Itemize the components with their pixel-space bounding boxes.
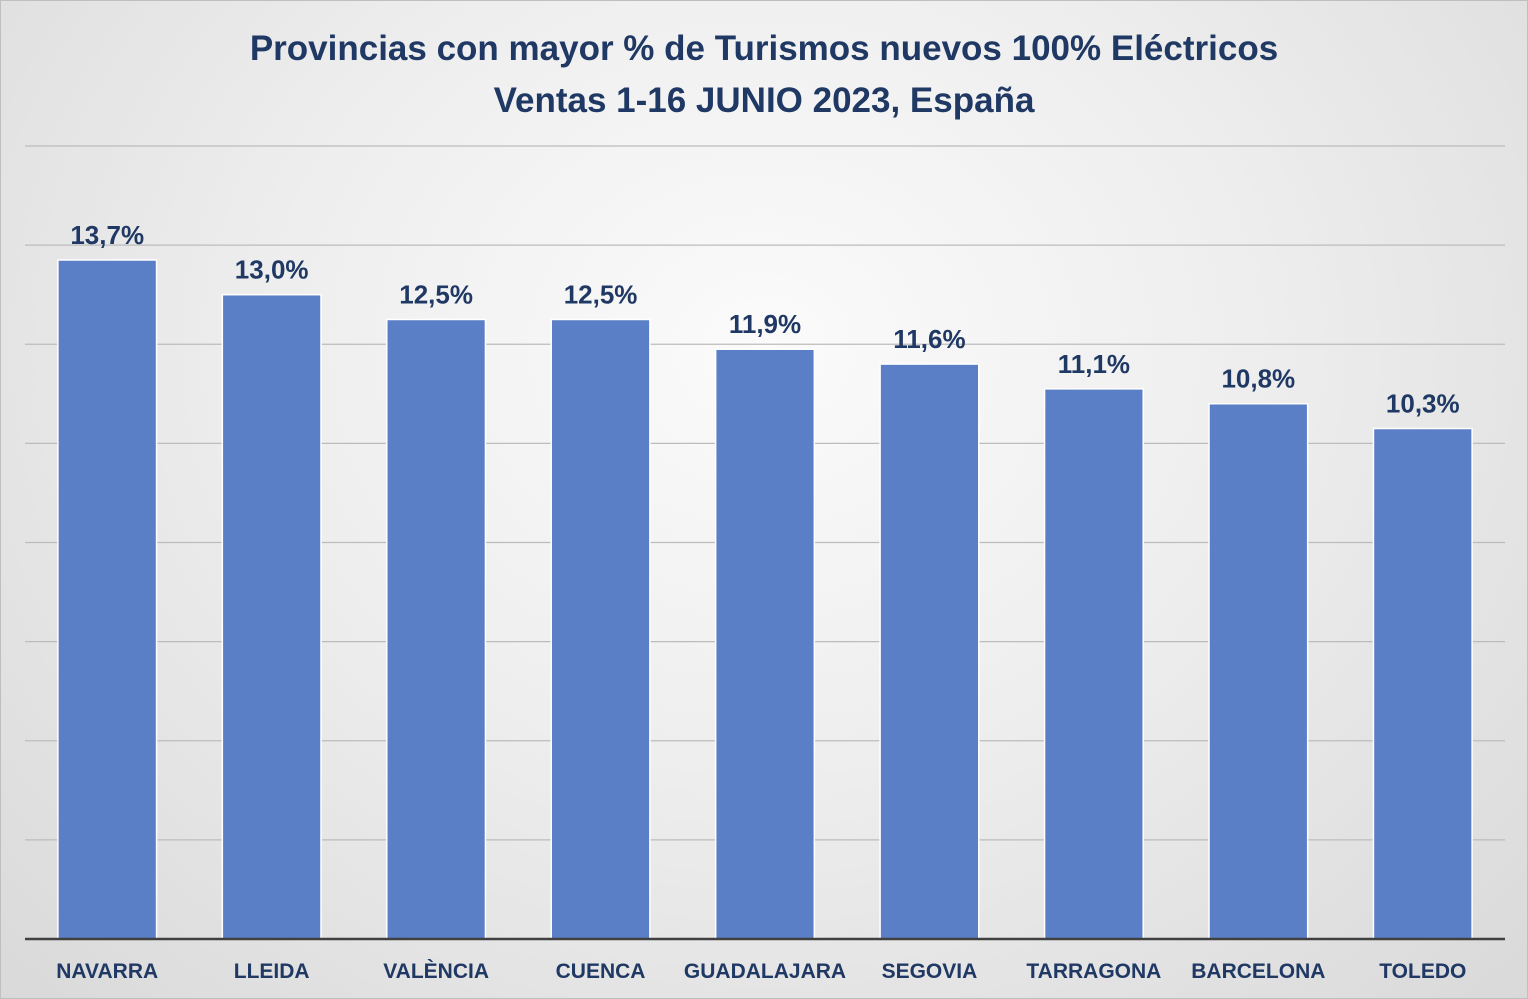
- bar: [550, 318, 651, 940]
- data-label: 12,5%: [399, 279, 473, 309]
- bar: [57, 259, 158, 940]
- bar: [1372, 427, 1473, 940]
- data-label: 10,3%: [1386, 389, 1460, 419]
- data-label: 12,5%: [564, 279, 638, 309]
- bar: [1208, 402, 1309, 940]
- x-tick-label: VALÈNCIA: [383, 960, 489, 983]
- x-tick-label: TARRAGONA: [1026, 960, 1161, 983]
- data-label: 10,8%: [1221, 364, 1295, 394]
- bar: [386, 318, 487, 940]
- bar: [714, 348, 816, 940]
- x-tick-label: CUENCA: [556, 960, 646, 983]
- bar: [221, 293, 322, 940]
- x-tick-label: NAVARRA: [56, 960, 158, 983]
- x-tick-label: LLEIDA: [234, 960, 310, 983]
- chart-title: Provincias con mayor % de Turismos nuevo…: [249, 29, 1279, 68]
- bar: [879, 363, 980, 940]
- x-tick-label: BARCELONA: [1191, 960, 1325, 983]
- bar: [1043, 388, 1144, 940]
- data-label: 11,6%: [893, 324, 965, 354]
- chart-subtitle: Ventas 1-16 JUNIO 2023, España: [493, 81, 1035, 120]
- x-tick-label: GUADALAJARA: [684, 960, 846, 983]
- x-tick-labels: NAVARRA LLEIDA VALÈNCIA CUENCA GUADALAJARA SE…: [56, 960, 1466, 983]
- data-label: 11,9%: [729, 309, 801, 339]
- x-tick-label: SEGOVIA: [882, 960, 978, 983]
- data-label: 11,1%: [1058, 349, 1130, 379]
- data-label: 13,7%: [70, 220, 144, 250]
- bars: [57, 259, 1473, 940]
- x-tick-label: TOLEDO: [1379, 960, 1466, 983]
- data-label: 13,0%: [235, 255, 309, 285]
- chart-title-block: Provincias con mayor % de Turismos nuevo…: [1, 23, 1527, 127]
- data-labels: 13,7% 13,0% 12,5% 12,5% 11,9% 11,6% 11,1% 10,8%…: [70, 220, 1459, 419]
